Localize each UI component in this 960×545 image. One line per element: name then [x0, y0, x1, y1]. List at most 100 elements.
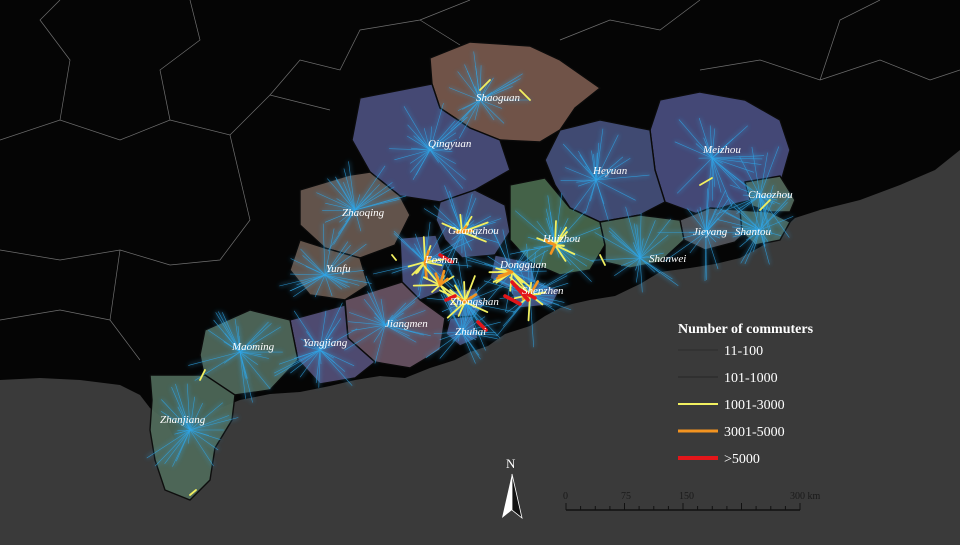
- flow-line: [740, 229, 761, 264]
- flow-1001-3000: [439, 284, 458, 308]
- flow-line: [324, 274, 372, 284]
- flow-line: [354, 182, 393, 211]
- flow-line: [188, 351, 241, 366]
- flow-line: [759, 200, 773, 231]
- flow-line: [354, 186, 395, 211]
- city-label-jieyang: Jieyang: [693, 226, 728, 238]
- flow-line: [348, 321, 386, 326]
- flow-line: [174, 429, 191, 435]
- flow-line: [635, 257, 641, 271]
- flow-line: [732, 229, 761, 238]
- flow-line: [674, 141, 713, 159]
- flow-line: [746, 187, 761, 231]
- flow-line: [319, 337, 333, 351]
- flow-line: [429, 126, 432, 151]
- flow-line: [394, 149, 431, 161]
- flow-line: [319, 349, 335, 359]
- flow-1001-3000: [424, 261, 443, 267]
- flow-line: [759, 195, 768, 210]
- flow-line: [433, 205, 463, 233]
- flow-line: [609, 227, 641, 259]
- flow-line: [322, 209, 356, 211]
- flow-line: [705, 217, 719, 233]
- flow-line: [384, 324, 407, 327]
- flow-line: [639, 252, 664, 259]
- flow-line: [625, 206, 641, 259]
- flow-line: [678, 119, 713, 159]
- flow-line: [511, 271, 548, 289]
- flow-line: [595, 176, 609, 181]
- flow-line: [529, 294, 565, 303]
- flow-line: [324, 209, 356, 223]
- flow-line: [595, 179, 609, 221]
- flow-line: [189, 429, 214, 467]
- flow-3001-5000: [497, 270, 514, 278]
- flow-line: [711, 157, 713, 201]
- flow-line: [733, 206, 761, 231]
- flow-line: [354, 193, 372, 211]
- flow-line: [290, 274, 326, 292]
- flow-line: [239, 351, 262, 355]
- flow-1001-3000: [554, 244, 567, 262]
- city-label-chaozhou: Chaozhou: [748, 189, 793, 201]
- flow-line: [439, 331, 463, 341]
- flow-line: [343, 181, 356, 211]
- flow-line: [573, 179, 597, 211]
- flow-line: [461, 331, 477, 341]
- scale-label-0: 0: [563, 491, 568, 502]
- city-label-shanwei: Shanwei: [649, 253, 686, 265]
- flow-1001-3000: [457, 301, 466, 317]
- flow-line: [461, 331, 476, 364]
- flow-line: [461, 231, 468, 269]
- flow-line: [365, 275, 386, 326]
- flow-3001-5000: [434, 272, 442, 287]
- flow-line: [449, 191, 463, 233]
- flow-line: [639, 234, 669, 259]
- flow-line: [753, 229, 761, 252]
- flow-line: [429, 149, 452, 151]
- flow-line: [759, 146, 780, 197]
- flow-line: [324, 274, 343, 290]
- city-label-shaoguan: Shaoguan: [476, 92, 521, 104]
- flow-line: [511, 248, 530, 273]
- legend: Number of commuters 11-100 101-1000 1001-3…: [678, 322, 814, 467]
- flow-line: [429, 120, 456, 151]
- flow-line: [384, 294, 421, 326]
- flow-line: [154, 429, 191, 467]
- flow-line: [461, 307, 477, 333]
- flow-line: [327, 178, 356, 211]
- flow-line: [711, 157, 754, 173]
- flow-line: [704, 231, 707, 282]
- flow-line: [176, 429, 191, 462]
- flow-line: [479, 99, 495, 121]
- flow-line: [621, 257, 641, 267]
- flow-line: [715, 195, 761, 215]
- flow-line: [189, 415, 230, 431]
- city-label-zhongshan: Zhongshan: [450, 296, 499, 308]
- flow-line: [325, 202, 356, 211]
- flow-line: [742, 221, 761, 231]
- city-label-heyuan: Heyuan: [592, 165, 628, 177]
- flow-line: [458, 99, 481, 139]
- flow-line: [711, 157, 722, 193]
- flow-line: [745, 229, 761, 241]
- flow-line: [759, 195, 778, 201]
- flow-line: [594, 232, 641, 259]
- flow-line: [384, 322, 406, 326]
- flow-line: [419, 261, 426, 296]
- flow-line: [682, 231, 707, 239]
- flow-line: [711, 155, 765, 159]
- flow-line: [374, 324, 386, 364]
- flow-line: [182, 417, 191, 431]
- flow-line: [595, 134, 619, 181]
- flow-line: [429, 116, 468, 151]
- flow-1001-3000: [554, 244, 576, 256]
- legend-label-3: 3001-5000: [724, 425, 785, 440]
- flow-line: [293, 310, 321, 351]
- flow-line: [238, 335, 241, 353]
- flow-line: [319, 345, 334, 351]
- flow-line: [324, 243, 367, 276]
- flow-1001-3000: [454, 284, 466, 303]
- north-arrow-left-half: [502, 474, 512, 518]
- flow-line: [274, 349, 321, 377]
